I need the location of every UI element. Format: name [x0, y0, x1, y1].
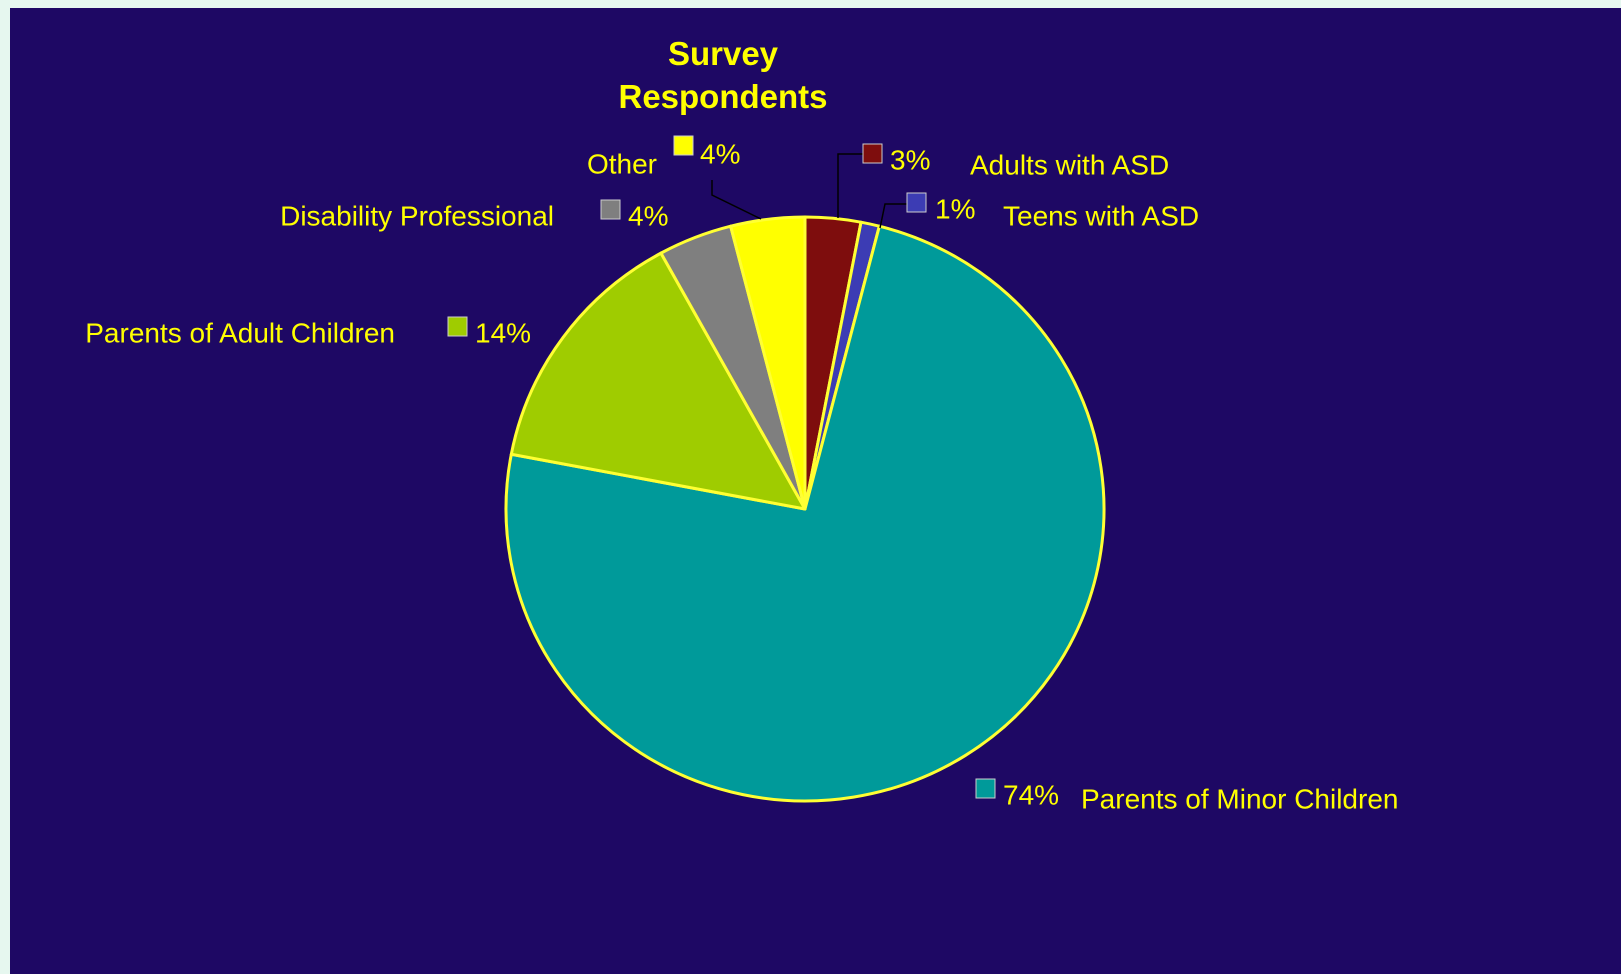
category-label-disability-professional: Disability Professional [280, 200, 554, 231]
leader-line-teens-with-asd [879, 203, 907, 229]
legend-swatch-disability-professional [600, 199, 621, 220]
pie-slice-parents-of-adult-children [509, 251, 807, 511]
data-label-teens-with-asd: 1% [935, 193, 975, 224]
category-label-parents-of-adult-children: Parents of Adult Children [85, 317, 395, 348]
chart-title-line-1: Survey [668, 35, 779, 72]
legend-swatch-other [673, 135, 694, 156]
category-label-adults-with-asd: Adults with ASD [970, 149, 1169, 180]
category-label-other: Other [587, 148, 657, 179]
pie-slices [504, 215, 1106, 803]
leader-line-adults-with-asd [837, 153, 863, 218]
category-label-teens-with-asd: Teens with ASD [1003, 200, 1199, 231]
pie-slice-other [729, 215, 807, 511]
slice-labels: 3% Adults with ASD 1% Teens with ASD 74% Pare… [85, 135, 1398, 814]
data-label-parents-of-minor-children: 74% [1003, 779, 1059, 810]
leader-line-other [711, 180, 762, 220]
pie-chart: 3% Adults with ASD 1% Teens with ASD 74% Pare… [85, 35, 1398, 814]
legend-swatch-adults-with-asd [862, 143, 883, 164]
legend-swatch-teens-with-asd [906, 192, 927, 213]
category-label-parents-of-minor-children: Parents of Minor Children [1081, 783, 1398, 814]
data-label-adults-with-asd: 3% [890, 144, 930, 175]
data-label-parents-of-adult-children: 14% [475, 317, 531, 348]
legend-swatch-parents-of-minor-children [975, 778, 996, 799]
data-label-other: 4% [700, 138, 740, 169]
pie-slice-parents-of-minor-children [504, 224, 1106, 803]
chart-title-line-2: Respondents [618, 78, 827, 115]
leader-lines [711, 153, 907, 229]
data-label-disability-professional: 4% [628, 200, 668, 231]
legend-swatch-parents-of-adult-children [447, 316, 468, 337]
chart-area: 3% Adults with ASD 1% Teens with ASD 74% Pare… [10, 8, 1621, 974]
